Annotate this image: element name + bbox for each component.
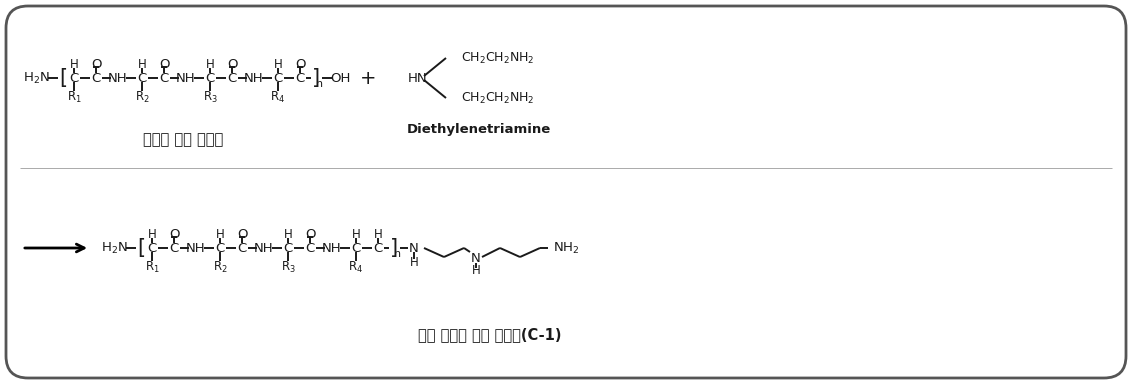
Text: O: O [158,58,170,71]
Text: O: O [169,227,179,240]
Text: R$_3$: R$_3$ [281,260,295,275]
Text: NH: NH [109,71,128,84]
Text: HN: HN [408,71,428,84]
Text: CH$_2$CH$_2$NH$_2$: CH$_2$CH$_2$NH$_2$ [462,91,534,106]
Text: C: C [228,71,237,84]
Text: NH$_2$: NH$_2$ [552,240,580,255]
Text: NH: NH [323,242,342,255]
Text: +: + [360,68,376,88]
Text: 단백질 가수 분해물: 단백질 가수 분해물 [144,132,224,147]
Text: C: C [215,242,224,255]
Text: R$_2$: R$_2$ [135,89,149,104]
Text: R$_1$: R$_1$ [67,89,82,104]
Text: C: C [295,71,305,84]
Text: H: H [274,58,282,71]
Text: H: H [374,227,383,240]
Text: H: H [206,58,214,71]
Text: H: H [472,265,480,278]
Text: [: [ [59,68,67,88]
Text: H: H [147,227,156,240]
Text: C: C [137,71,147,84]
Text: C: C [205,71,215,84]
Text: C: C [351,242,361,255]
Text: O: O [305,227,315,240]
Text: H: H [352,227,360,240]
Text: n: n [317,79,324,89]
Text: R$_1$: R$_1$ [145,260,160,275]
Text: C: C [374,242,383,255]
Text: H: H [138,58,146,71]
Text: C: C [160,71,169,84]
Text: H: H [284,227,292,240]
Text: NH: NH [186,242,206,255]
Text: n: n [394,249,402,259]
Text: H$_2$N: H$_2$N [101,240,128,255]
Text: O: O [237,227,247,240]
Text: O: O [294,58,306,71]
Text: C: C [170,242,179,255]
Text: H: H [70,58,78,71]
Text: C: C [306,242,315,255]
Text: C: C [238,242,247,255]
Text: NH: NH [245,71,264,84]
Text: O: O [91,58,101,71]
Text: C: C [69,71,78,84]
Text: R$_3$: R$_3$ [203,89,217,104]
Text: NH: NH [177,71,196,84]
Text: ]: ] [391,238,398,258]
Text: O: O [226,58,238,71]
Text: R$_2$: R$_2$ [213,260,228,275]
FancyBboxPatch shape [6,6,1126,378]
Text: [: [ [137,238,145,258]
Text: H: H [215,227,224,240]
Text: H$_2$N: H$_2$N [23,70,50,86]
Text: C: C [92,71,101,84]
Text: R$_4$: R$_4$ [271,89,285,104]
Text: ]: ] [312,68,320,88]
Text: N: N [471,253,481,265]
Text: C: C [283,242,293,255]
Text: NH: NH [255,242,274,255]
Text: H: H [410,255,419,268]
Text: N: N [409,242,419,255]
Text: OH: OH [329,71,350,84]
Text: C: C [273,71,283,84]
Text: Diethylenetriamine: Diethylenetriamine [406,124,551,136]
Text: CH$_2$CH$_2$NH$_2$: CH$_2$CH$_2$NH$_2$ [462,50,534,66]
Text: 변성 단백질 가수 분해물(C-1): 변성 단백질 가수 분해물(C-1) [418,328,561,343]
Text: R$_4$: R$_4$ [349,260,363,275]
Text: C: C [147,242,156,255]
